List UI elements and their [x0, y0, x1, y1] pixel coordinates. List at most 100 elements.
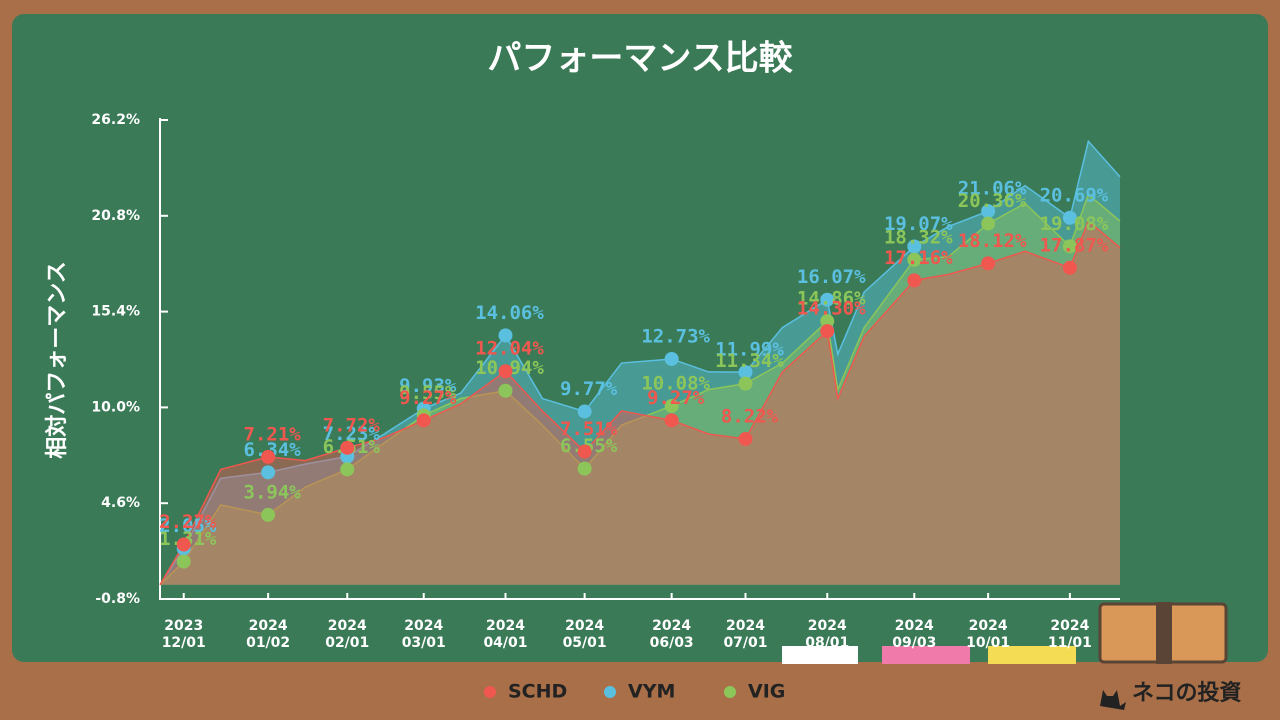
marker	[981, 216, 996, 231]
x-tick-label: 2024 10/01	[966, 618, 1011, 651]
x-tick-label: 2024 09/03	[892, 618, 937, 651]
marker	[820, 292, 835, 307]
marker	[498, 328, 513, 343]
y-tick-label: 20.8%	[91, 208, 140, 224]
x-tick-label: 2024 03/01	[401, 618, 446, 651]
legend-swatch	[484, 686, 496, 698]
legend-label: VIG	[748, 681, 785, 703]
eraser-band	[1156, 602, 1172, 664]
value-label: 21.06%	[958, 178, 1027, 200]
marker	[340, 462, 355, 477]
x-tick-label: 2024 07/01	[723, 618, 768, 651]
value-label: 20.36%	[958, 190, 1027, 212]
marker	[981, 256, 996, 271]
marker	[498, 364, 513, 379]
value-label: 7.23%	[323, 423, 381, 445]
value-label: 18.12%	[958, 230, 1027, 252]
value-label: 19.08%	[1040, 213, 1109, 235]
marker	[1062, 210, 1077, 225]
value-label: 14.86%	[797, 288, 866, 310]
brand: ネコの投資	[1132, 680, 1242, 706]
value-label: 14.30%	[797, 298, 866, 320]
cat-icon	[1100, 690, 1126, 710]
area	[160, 194, 1120, 585]
marker	[261, 465, 276, 480]
value-label: 18.32%	[884, 226, 953, 248]
value-label: 8.22%	[721, 405, 779, 427]
marker	[820, 324, 835, 339]
marker	[498, 383, 513, 398]
chart-title: パフォーマンス比較	[487, 39, 793, 79]
x-tick-label: 2024 05/01	[562, 618, 607, 651]
marker	[176, 537, 191, 552]
area	[160, 141, 1120, 585]
chalk	[988, 646, 1076, 664]
value-label: 17.87%	[1040, 234, 1109, 256]
marker	[176, 554, 191, 569]
marker	[577, 444, 592, 459]
x-tick-label: 2024 08/01	[805, 618, 850, 651]
marker	[1062, 260, 1077, 275]
marker	[907, 239, 922, 254]
value-label: 17.16%	[884, 247, 953, 269]
legend-swatch	[724, 686, 736, 698]
marker	[664, 351, 679, 366]
y-tick-label: -0.8%	[95, 591, 140, 607]
value-label: 9.55%	[399, 382, 457, 404]
marker	[577, 404, 592, 419]
legend-label: SCHD	[508, 681, 567, 703]
value-label: 20.69%	[1040, 184, 1109, 206]
marker	[261, 507, 276, 522]
value-label: 7.21%	[244, 423, 302, 445]
board	[12, 14, 1268, 662]
value-label: 12.73%	[641, 325, 710, 347]
marker	[907, 252, 922, 267]
marker	[820, 314, 835, 329]
x-tick-label: 2024 06/03	[649, 618, 694, 651]
marker	[261, 449, 276, 464]
marker	[1062, 239, 1077, 254]
x-tick-label: 2024 04/01	[483, 618, 528, 651]
value-label: 11.34%	[715, 350, 784, 372]
value-label: 19.07%	[884, 213, 953, 235]
y-tick-label: 15.4%	[91, 304, 140, 320]
value-label: 9.27%	[399, 387, 457, 409]
legend-label: VYM	[628, 681, 675, 703]
chalk	[782, 646, 858, 664]
x-tick-label: 2024 01/02	[246, 618, 291, 651]
marker	[416, 413, 431, 428]
x-tick-label: 2023 12/01	[161, 618, 206, 651]
chalk	[882, 646, 970, 664]
marker	[738, 431, 753, 446]
value-label: 7.72%	[323, 414, 381, 436]
legend-swatch	[604, 686, 616, 698]
y-tick-label: 10.0%	[91, 399, 140, 415]
area	[160, 221, 1120, 585]
value-label: 14.06%	[475, 302, 544, 324]
marker	[340, 440, 355, 455]
value-label: 12.04%	[475, 338, 544, 360]
value-label: 9.77%	[560, 378, 618, 400]
y-axis-title: 相対パフォーマンス	[45, 261, 70, 459]
value-label: 9.93%	[399, 375, 457, 397]
value-label: 11.99%	[715, 339, 784, 361]
value-label: 9.27%	[647, 387, 705, 409]
value-label: 16.07%	[797, 266, 866, 288]
marker	[738, 365, 753, 380]
y-tick-label: 26.2%	[91, 112, 140, 128]
value-label: 3.94%	[244, 481, 302, 503]
x-tick-label: 2024 11/01	[1047, 618, 1092, 651]
value-label: 2.05%	[159, 515, 217, 537]
value-label: 10.08%	[641, 372, 710, 394]
value-label: 2.27%	[159, 511, 217, 533]
marker	[738, 376, 753, 391]
x-tick-label: 2024 02/01	[325, 618, 370, 651]
marker	[981, 204, 996, 219]
value-label: 7.51%	[560, 418, 618, 440]
marker	[907, 273, 922, 288]
marker	[664, 398, 679, 413]
value-label: 6.34%	[244, 439, 302, 461]
y-tick-label: 4.6%	[101, 495, 140, 511]
